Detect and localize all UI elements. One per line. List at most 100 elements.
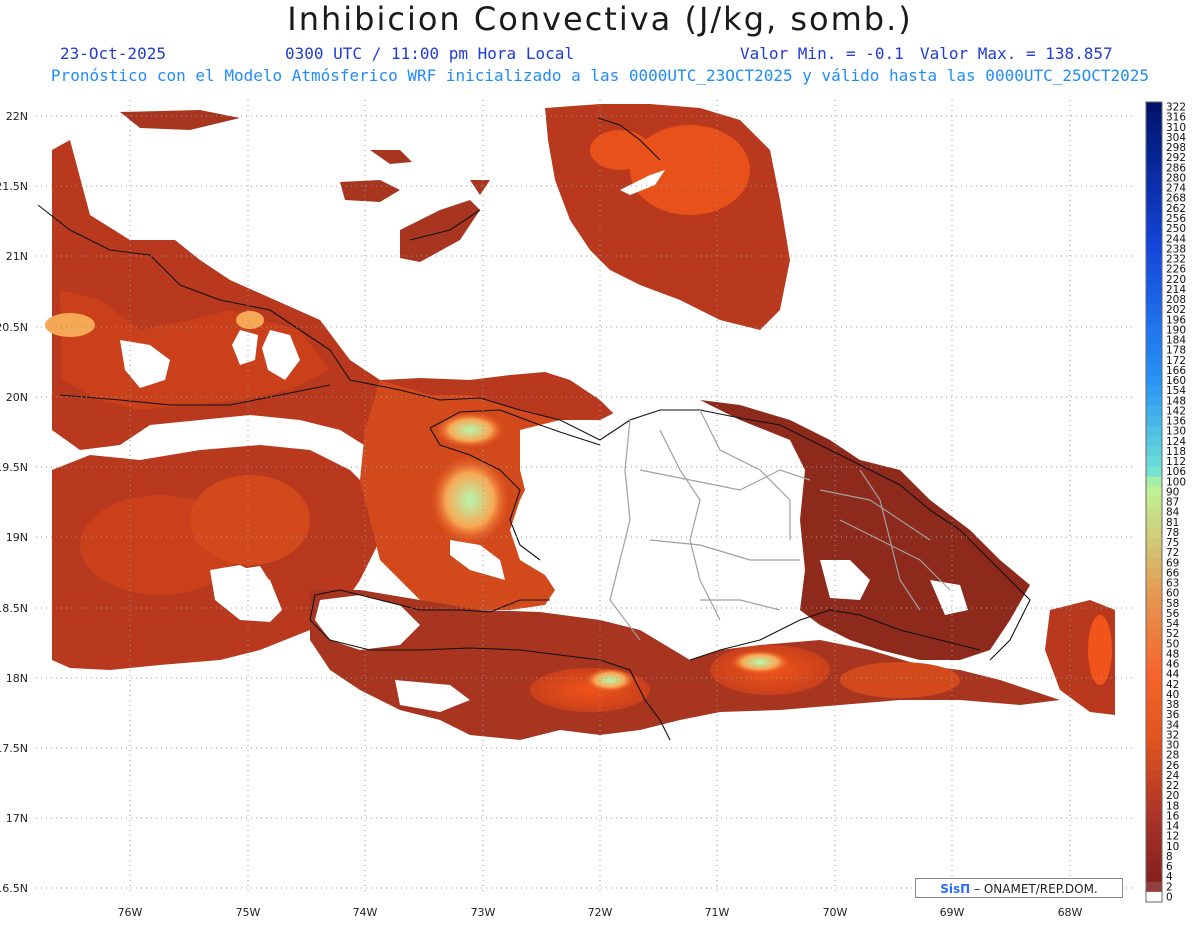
colorbar-label: 262 <box>1166 203 1186 215</box>
colorbar-swatch <box>1146 203 1162 214</box>
colorbar-label: 148 <box>1166 395 1186 407</box>
lat-label: 19.5N <box>0 461 28 474</box>
colorbar-swatch <box>1146 608 1162 619</box>
colorbar-swatch <box>1146 486 1162 498</box>
colorbar-label: 50 <box>1166 638 1179 650</box>
colorbar-swatch <box>1146 628 1162 640</box>
colorbar-swatch <box>1146 345 1162 356</box>
colorbar-label: 36 <box>1166 709 1180 721</box>
colorbar <box>1145 101 1163 903</box>
colorbar-label: 280 <box>1166 172 1186 184</box>
colorbar-swatch <box>1146 112 1162 123</box>
colorbar-swatch <box>1146 334 1162 346</box>
colorbar-swatch <box>1146 233 1162 245</box>
province-borders <box>609 409 951 641</box>
cin-field <box>45 104 1115 740</box>
colorbar-labels: 3223163103042982922862802742682622562502… <box>1166 102 1186 904</box>
colorbar-label: 14 <box>1166 821 1180 833</box>
colorbar-label: 286 <box>1166 162 1186 174</box>
colorbar-label: 202 <box>1166 304 1186 316</box>
colorbar-swatch <box>1146 456 1162 468</box>
colorbar-label: 44 <box>1166 669 1180 681</box>
colorbar-swatch <box>1146 152 1162 164</box>
colorbar-label: 124 <box>1166 436 1186 448</box>
colorbar-label: 6 <box>1166 861 1173 873</box>
colorbar-swatch <box>1146 800 1162 812</box>
lon-label: 74W <box>353 906 378 919</box>
colorbar-swatch <box>1146 598 1162 609</box>
colorbar-swatch <box>1146 102 1162 113</box>
colorbar-label: 316 <box>1166 112 1186 124</box>
colorbar-label: 10 <box>1166 841 1179 853</box>
colorbar-swatch <box>1146 547 1162 559</box>
forecast-date: 23-Oct-2025 <box>60 44 166 63</box>
colorbar-swatch <box>1146 790 1162 802</box>
colorbar-swatch <box>1146 375 1162 387</box>
colorbar-swatch <box>1146 780 1162 792</box>
max-value: Valor Max. = 138.857 <box>920 44 1113 63</box>
colorbar-label: 81 <box>1166 517 1179 529</box>
colorbar-label: 72 <box>1166 547 1179 559</box>
lon-label: 68W <box>1058 906 1083 919</box>
colorbar-label: 24 <box>1166 770 1180 782</box>
colorbar-label: 28 <box>1166 750 1179 762</box>
colorbar-label: 154 <box>1166 385 1186 397</box>
colorbar-label: 60 <box>1166 588 1179 600</box>
lon-axis: 76W 75W 74W 73W 72W 71W 70W 69W 68W <box>118 906 1083 919</box>
colorbar-label: 20 <box>1166 790 1179 802</box>
colorbar-swatch <box>1146 162 1162 174</box>
colorbar-swatch <box>1146 213 1162 225</box>
colorbar-label: 184 <box>1166 335 1186 347</box>
colorbar-swatch <box>1146 314 1162 326</box>
colorbar-swatch <box>1146 507 1162 518</box>
chart-title: Inhibicion Convectiva (J/kg, somb.) <box>287 0 913 38</box>
colorbar-swatch <box>1146 841 1162 852</box>
colorbar-label: 208 <box>1166 294 1186 306</box>
lon-label: 76W <box>118 906 143 919</box>
colorbar-label: 292 <box>1166 152 1186 164</box>
colorbar-swatch <box>1146 699 1162 711</box>
colorbar-frame <box>1145 101 1163 903</box>
colorbar-label: 78 <box>1166 527 1179 539</box>
colorbar-swatch <box>1146 618 1162 630</box>
south-band <box>310 590 1060 740</box>
colorbar-label: 0 <box>1166 891 1173 903</box>
colorbar-swatch <box>1146 810 1162 822</box>
colorbar-label: 190 <box>1166 324 1186 336</box>
colorbar-label: 69 <box>1166 557 1179 569</box>
lat-label: 17N <box>6 812 28 825</box>
colorbar-swatch <box>1146 739 1162 751</box>
colorbar-label: 84 <box>1166 507 1180 519</box>
colorbar-label: 172 <box>1166 355 1186 367</box>
colorbar-label: 40 <box>1166 689 1179 701</box>
lat-label: 17.5N <box>0 742 28 755</box>
lon-label: 70W <box>823 906 848 919</box>
colorbar-swatch <box>1146 294 1162 306</box>
colorbar-label: 244 <box>1166 233 1186 245</box>
min-value: Valor Min. = -0.1 <box>740 44 904 63</box>
colorbar-swatch <box>1146 729 1162 741</box>
lat-label: 20.5N <box>0 321 28 334</box>
lon-label: 71W <box>705 906 730 919</box>
colorbar-label: 268 <box>1166 193 1186 205</box>
colorbar-label: 8 <box>1166 851 1173 863</box>
colorbar-swatch <box>1146 253 1162 265</box>
lat-axis: 22N 21.5N 21N 20.5N 20N 19.5N 19N 18.5N … <box>0 110 28 895</box>
colorbar-swatch <box>1146 415 1162 427</box>
colorbar-swatch <box>1146 385 1162 397</box>
colorbar-swatch <box>1146 770 1162 781</box>
colorbar-label: 136 <box>1166 416 1186 428</box>
lat-label: 18.5N <box>0 602 28 615</box>
colorbar-swatch <box>1146 466 1162 478</box>
colorbar-swatch <box>1146 395 1162 407</box>
colorbar-swatch <box>1146 527 1162 538</box>
colorbar-swatch <box>1146 172 1162 184</box>
colorbar-label: 256 <box>1166 213 1186 225</box>
colorbar-swatch <box>1146 689 1162 700</box>
colorbar-swatch <box>1146 557 1162 569</box>
colorbar-swatch <box>1146 132 1162 144</box>
graticule <box>36 100 1136 895</box>
colorbar-label: 38 <box>1166 699 1179 711</box>
colorbar-swatch <box>1146 193 1162 204</box>
colorbar-label: 166 <box>1166 365 1186 377</box>
